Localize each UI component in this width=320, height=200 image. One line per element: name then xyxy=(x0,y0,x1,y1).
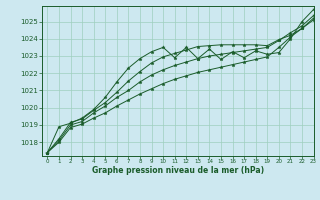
X-axis label: Graphe pression niveau de la mer (hPa): Graphe pression niveau de la mer (hPa) xyxy=(92,166,264,175)
